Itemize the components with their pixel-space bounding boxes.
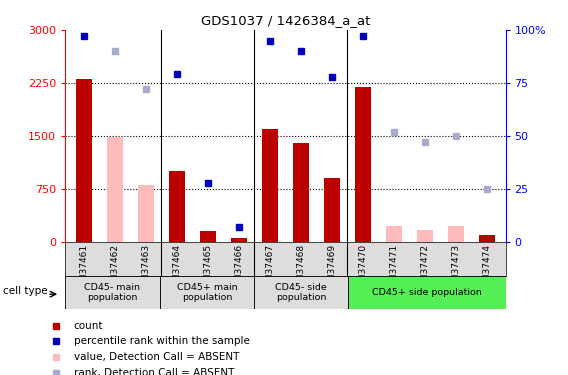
Text: count: count xyxy=(74,321,103,331)
Title: GDS1037 / 1426384_a_at: GDS1037 / 1426384_a_at xyxy=(201,15,370,27)
Bar xyxy=(417,230,433,242)
Text: GSM37464: GSM37464 xyxy=(173,244,181,292)
Text: CD45- side
population: CD45- side population xyxy=(275,283,327,302)
Text: value, Detection Call = ABSENT: value, Detection Call = ABSENT xyxy=(74,352,239,362)
Bar xyxy=(355,87,371,242)
FancyBboxPatch shape xyxy=(254,276,348,309)
Text: rank, Detection Call = ABSENT: rank, Detection Call = ABSENT xyxy=(74,368,234,375)
Text: GSM37465: GSM37465 xyxy=(203,244,212,292)
Bar xyxy=(76,80,91,242)
Bar xyxy=(138,185,154,242)
FancyBboxPatch shape xyxy=(348,276,506,309)
FancyBboxPatch shape xyxy=(160,276,254,309)
Bar xyxy=(107,137,123,242)
Text: GSM37468: GSM37468 xyxy=(296,244,306,292)
Bar xyxy=(448,226,463,242)
Bar xyxy=(293,143,308,242)
Text: GSM37466: GSM37466 xyxy=(235,244,244,292)
FancyBboxPatch shape xyxy=(65,276,160,309)
Text: CD45+ side population: CD45+ side population xyxy=(372,288,482,297)
Text: CD45- main
population: CD45- main population xyxy=(85,283,140,302)
Bar xyxy=(324,178,340,242)
Bar xyxy=(231,238,247,242)
Text: GSM37463: GSM37463 xyxy=(141,244,151,292)
Bar xyxy=(386,226,402,242)
Text: CD45+ main
population: CD45+ main population xyxy=(177,283,237,302)
Text: GSM37462: GSM37462 xyxy=(110,244,119,292)
Text: GSM37472: GSM37472 xyxy=(420,244,429,292)
Bar xyxy=(262,129,278,242)
Bar xyxy=(200,231,216,242)
Text: GSM37470: GSM37470 xyxy=(358,244,367,292)
Bar xyxy=(169,171,185,242)
Bar xyxy=(479,235,495,242)
Text: cell type: cell type xyxy=(3,286,48,296)
Text: GSM37471: GSM37471 xyxy=(390,244,398,292)
Text: GSM37469: GSM37469 xyxy=(327,244,336,292)
Text: GSM37474: GSM37474 xyxy=(482,244,491,292)
Text: GSM37467: GSM37467 xyxy=(265,244,274,292)
Text: GSM37461: GSM37461 xyxy=(80,244,89,292)
Text: percentile rank within the sample: percentile rank within the sample xyxy=(74,336,249,346)
Text: GSM37473: GSM37473 xyxy=(452,244,461,292)
